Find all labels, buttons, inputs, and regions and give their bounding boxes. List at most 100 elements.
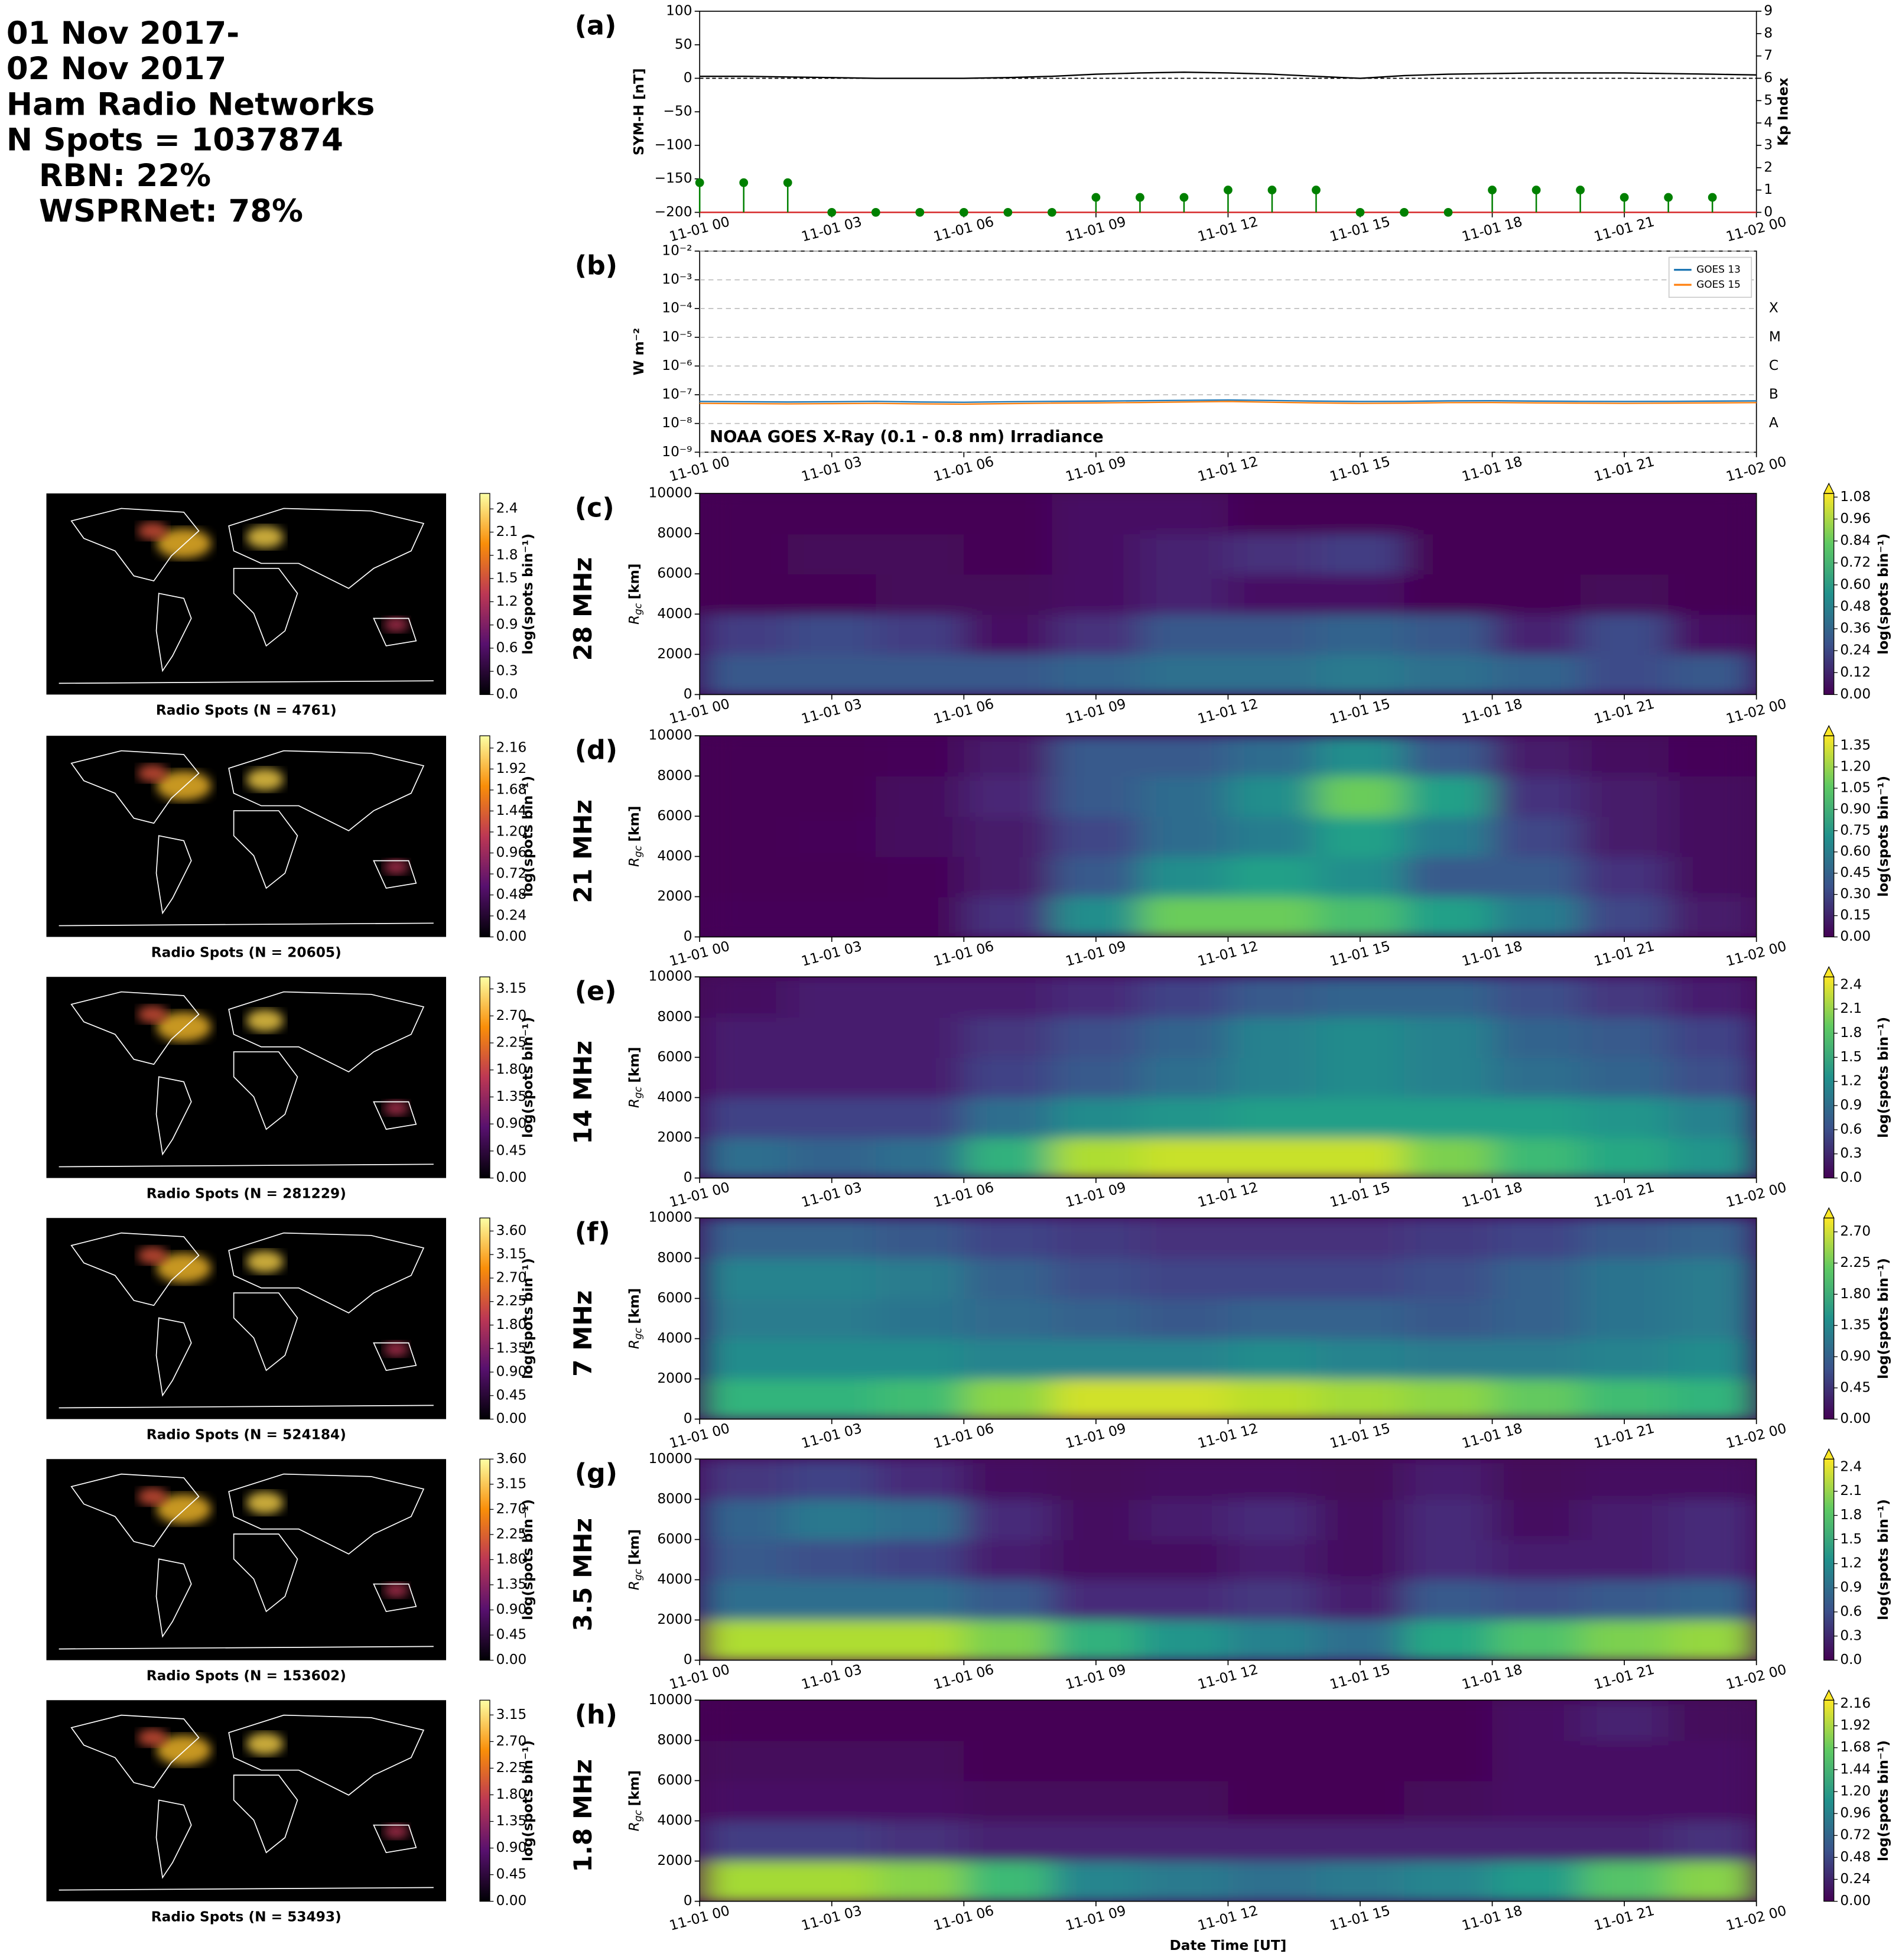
heatmap-cell <box>1492 534 1581 575</box>
coastline <box>228 508 425 589</box>
colorbar-tick-label: 3.60 <box>496 1223 527 1239</box>
colorbar-tick-label: 1.68 <box>1840 1739 1871 1755</box>
y-tick-label: 0 <box>684 70 692 86</box>
heatmap-cell <box>1316 1137 1405 1178</box>
colorbar-tick-label: 1.8 <box>1840 1507 1862 1523</box>
coastline <box>373 1824 417 1854</box>
panel-label: (d) <box>575 736 617 766</box>
colorbar-tick-label: 2.16 <box>1840 1695 1871 1711</box>
heatmap-cell <box>876 1459 965 1500</box>
y-axis-label-subscript: gc <box>632 1809 644 1822</box>
x-tick-label: 11-01 21 <box>1592 938 1656 970</box>
heatmap-cell <box>1580 1861 1669 1902</box>
colorbar-tick-label: 0.3 <box>1840 1627 1862 1643</box>
heatmap-cell <box>1140 816 1229 857</box>
x-tick-label: 11-01 03 <box>800 695 864 727</box>
map-label: Radio Spots (N = 53493) <box>151 1909 342 1925</box>
heatmap-cell <box>700 856 789 898</box>
colorbar-tick-label: 0.24 <box>1840 642 1871 658</box>
x-tick-label: 11-01 06 <box>932 1662 996 1693</box>
colorbar-label: log(spots bin⁻¹) <box>520 1740 536 1861</box>
heatmap <box>700 736 1757 937</box>
heatmap-cell <box>1140 574 1229 615</box>
heatmap-cell <box>788 896 877 937</box>
heatmap-cell <box>1404 534 1493 575</box>
heatmap-cell <box>876 654 965 695</box>
coastline <box>70 991 200 1065</box>
colorbar-tick-label: 2.70 <box>496 1269 527 1285</box>
y-axis-label: Rgc [km] <box>626 1288 644 1349</box>
colorbar-tick-label: 1.2 <box>1840 1073 1862 1089</box>
heatmap-cell <box>1580 1821 1669 1862</box>
map-label: Radio Spots (N = 281229) <box>147 1186 346 1202</box>
y-tick-label: 0 <box>684 1410 692 1426</box>
heatmap-cell <box>700 896 789 937</box>
stem-marker <box>827 207 837 217</box>
colorbar-tick-label: 1.80 <box>496 1317 527 1332</box>
spot-glow <box>383 1341 409 1357</box>
spot-glow <box>246 526 284 549</box>
heatmap-cell <box>1492 1379 1581 1419</box>
x-tick-label: 11-01 18 <box>1460 1662 1524 1693</box>
y-tick-label: 10000 <box>649 485 692 501</box>
coastline <box>373 1583 417 1613</box>
heatmap-cell <box>1052 493 1141 535</box>
y-tick-label: 2000 <box>657 1852 692 1868</box>
heatmap-cell <box>788 1298 877 1340</box>
colorbar-tick-label: 1.05 <box>1840 779 1871 795</box>
heatmap-cell <box>1228 1780 1317 1822</box>
heatmap-cell <box>1228 1218 1317 1259</box>
stem-marker <box>783 178 792 187</box>
colorbar-tick-label: 0.90 <box>496 1364 527 1380</box>
heatmap-cell <box>1316 776 1405 817</box>
heatmap-cell <box>700 1459 789 1500</box>
coastline <box>233 1051 298 1130</box>
colorbar-tick-label: 1.44 <box>1840 1761 1871 1777</box>
colorbar-tick-label: 1.35 <box>496 1813 527 1829</box>
x-tick-label: 11-01 12 <box>1196 1662 1260 1693</box>
x-tick-label: 11-01 12 <box>1196 453 1260 485</box>
heatmap-cell <box>1052 1379 1141 1419</box>
heatmap-cell <box>876 1057 965 1098</box>
colorbar-extend <box>1823 1448 1835 1460</box>
y-axis-label: Rgc [km] <box>626 1529 644 1590</box>
heatmap <box>700 493 1757 695</box>
heatmap-cell <box>1140 1298 1229 1340</box>
heatmap-cell <box>1668 1258 1757 1299</box>
y-axis-label-subscript: gc <box>632 1327 644 1340</box>
heatmap-cell <box>1492 1258 1581 1299</box>
x-tick-label: 11-01 06 <box>932 453 996 485</box>
heatmap-cell <box>1316 1620 1405 1660</box>
heatmap-cell <box>1316 896 1405 937</box>
band-label: 7 MHz <box>568 1291 597 1377</box>
heatmap-cell <box>1668 776 1757 817</box>
heatmap-cell <box>1052 1821 1141 1862</box>
panel-label: (e) <box>575 977 617 1007</box>
colorbar-tick-label: 0.00 <box>496 1410 527 1426</box>
heatmap-cell <box>964 654 1053 695</box>
heatmap-cell <box>1404 1499 1493 1540</box>
x-tick-label: 11-01 06 <box>932 695 996 727</box>
heatmap-cell <box>876 1298 965 1340</box>
heatmap-cell <box>1140 896 1229 937</box>
colorbar-tick-label: 0.30 <box>1840 886 1871 902</box>
heatmap-cell <box>1140 1379 1229 1419</box>
x-tick-label: 11-01 06 <box>932 1903 996 1934</box>
heatmap-cell <box>1404 1821 1493 1862</box>
heatmap-cell <box>1668 1057 1757 1098</box>
x-tick-label: 11-01 21 <box>1592 1662 1656 1693</box>
y-axis-label-unit: [km] <box>626 1529 642 1565</box>
heatmap-cell <box>964 534 1053 575</box>
y-tick-label: 0 <box>684 1169 692 1185</box>
heatmap-cell <box>876 736 965 777</box>
heatmap-cell <box>1140 856 1229 898</box>
y-tick-label: 2000 <box>657 1370 692 1386</box>
y-axis-label-symbol: R <box>626 1581 642 1590</box>
colorbar <box>479 1699 490 1902</box>
x-tick-label: 11-01 21 <box>1592 213 1656 245</box>
heatmap-cell <box>1492 1780 1581 1822</box>
heatmap-cell <box>1228 654 1317 695</box>
heatmap-cell <box>1404 1780 1493 1822</box>
heatmap-cell <box>1316 856 1405 898</box>
heatmap-cell <box>1492 1740 1581 1782</box>
